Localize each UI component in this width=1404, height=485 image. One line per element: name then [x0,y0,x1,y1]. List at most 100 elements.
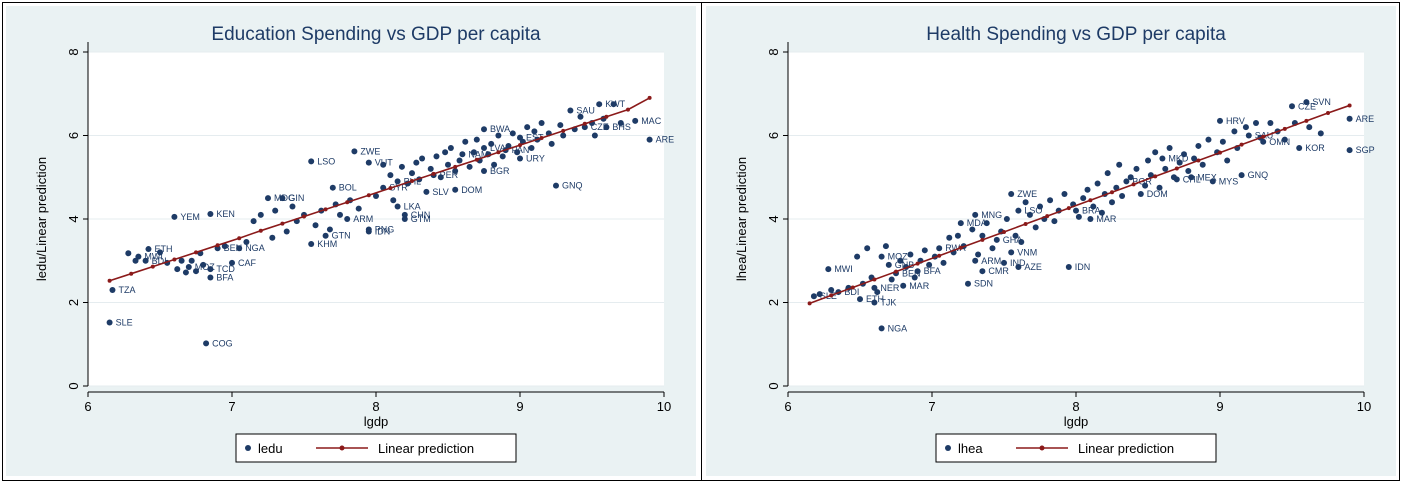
scatter-point [1219,138,1226,145]
scatter-point [1185,167,1192,174]
scatter-point [413,159,420,166]
fit-marker [1023,222,1028,227]
point-label: KOR [1305,143,1325,153]
point-label: ARE [1356,114,1375,124]
scatter-point [911,274,918,281]
scatter-point [979,268,986,275]
fit-marker [410,179,414,184]
fit-marker [647,95,652,100]
fit-marker [129,271,134,276]
fit-line [809,104,1350,305]
scatter-point [462,138,469,145]
point-label: MWI [144,252,163,262]
fit-marker [323,207,328,212]
scatter-point [871,284,878,291]
point-label: TJK [880,298,896,308]
point-label: MKD [1168,153,1189,163]
scatter-point [308,158,315,165]
scatter-point [308,241,315,248]
fit-marker [582,121,587,126]
scatter-point [1267,119,1274,126]
x-tick-label: 7 [928,399,935,414]
scatter-point [1026,211,1033,218]
legend-line-dot [339,445,345,451]
y-tick-label: 8 [766,48,781,55]
fit-marker [915,261,920,266]
point-label: GTM [411,214,431,224]
fit-marker [1218,150,1222,155]
scatter-point [142,257,149,264]
scatter-point [828,286,835,293]
fit-marker [1002,229,1006,234]
point-label: BFA [924,266,941,276]
scatter-point [810,293,817,300]
point-label: LSO [317,156,335,166]
x-axis-label: lgdp [364,414,389,429]
scatter-point [279,195,286,202]
scatter-point [954,232,961,239]
point-label: BRA [1082,206,1101,216]
scatter-point [470,149,477,156]
fit-marker [1282,126,1287,131]
scatter-point [1018,238,1025,245]
fit-marker [1066,206,1071,211]
fit-marker [1326,110,1330,115]
scatter-point [557,122,564,129]
chart-title: Education Spending vs GDP per capita [211,24,541,45]
scatter-point [1181,151,1187,158]
scatter-point [1119,193,1126,200]
fit-marker [561,128,566,133]
point-label: TCD [216,264,235,274]
scatter-point [185,264,192,271]
scatter-point [1015,264,1022,271]
scatter-point [517,134,523,141]
scatter-point [178,257,185,264]
scatter-point [1152,149,1159,156]
scatter-point [257,211,264,218]
scatter-point [993,236,1000,243]
scatter-point [473,136,480,143]
scatter-point [1037,203,1043,210]
fit-marker [150,264,155,269]
fit-marker [453,164,458,169]
education-chart: Education Spending vs GDP per capita 0 2 4 6… [6,6,696,476]
scatter-point [1224,157,1231,164]
scatter-point [907,251,914,258]
scatter-point [1245,132,1252,139]
scatter-point [1137,190,1144,197]
point-label: SLV [432,187,448,197]
scatter-point [289,203,296,210]
fit-marker [237,236,242,241]
fit-marker [518,143,522,148]
scatter-point [1001,259,1007,266]
point-label: IDN [375,227,391,237]
y-tick-label: 4 [766,215,781,222]
scatter-point [1188,174,1195,181]
y-tick-label: 8 [66,48,81,55]
point-label: YEM [180,212,200,222]
scatter-point [250,218,257,225]
scatter-point [505,142,512,149]
scatter-point [946,234,953,241]
point-label: CMR [988,266,1009,276]
fit-marker [107,278,112,283]
scatter-point [560,132,567,139]
point-label: PER [440,170,459,180]
scatter-point [495,132,502,139]
point-label: AZE [1024,262,1042,272]
scatter-point [1156,184,1163,191]
scatter-point [329,184,336,191]
point-label: ZWE [1017,189,1037,199]
point-label: GNQ [1248,170,1269,180]
scatter-point [171,213,178,220]
scatter-point [888,276,895,283]
scatter-point [1166,145,1173,152]
scatter-point [132,257,139,264]
y-axis-label: lhea/Linear prediction [734,157,749,281]
point-label: DOM [1147,189,1168,199]
fit-marker [807,301,812,306]
legend-line-dot [1039,445,1045,451]
scatter-point [517,155,523,162]
scatter-point [283,228,290,235]
scatter-point [1113,184,1120,191]
